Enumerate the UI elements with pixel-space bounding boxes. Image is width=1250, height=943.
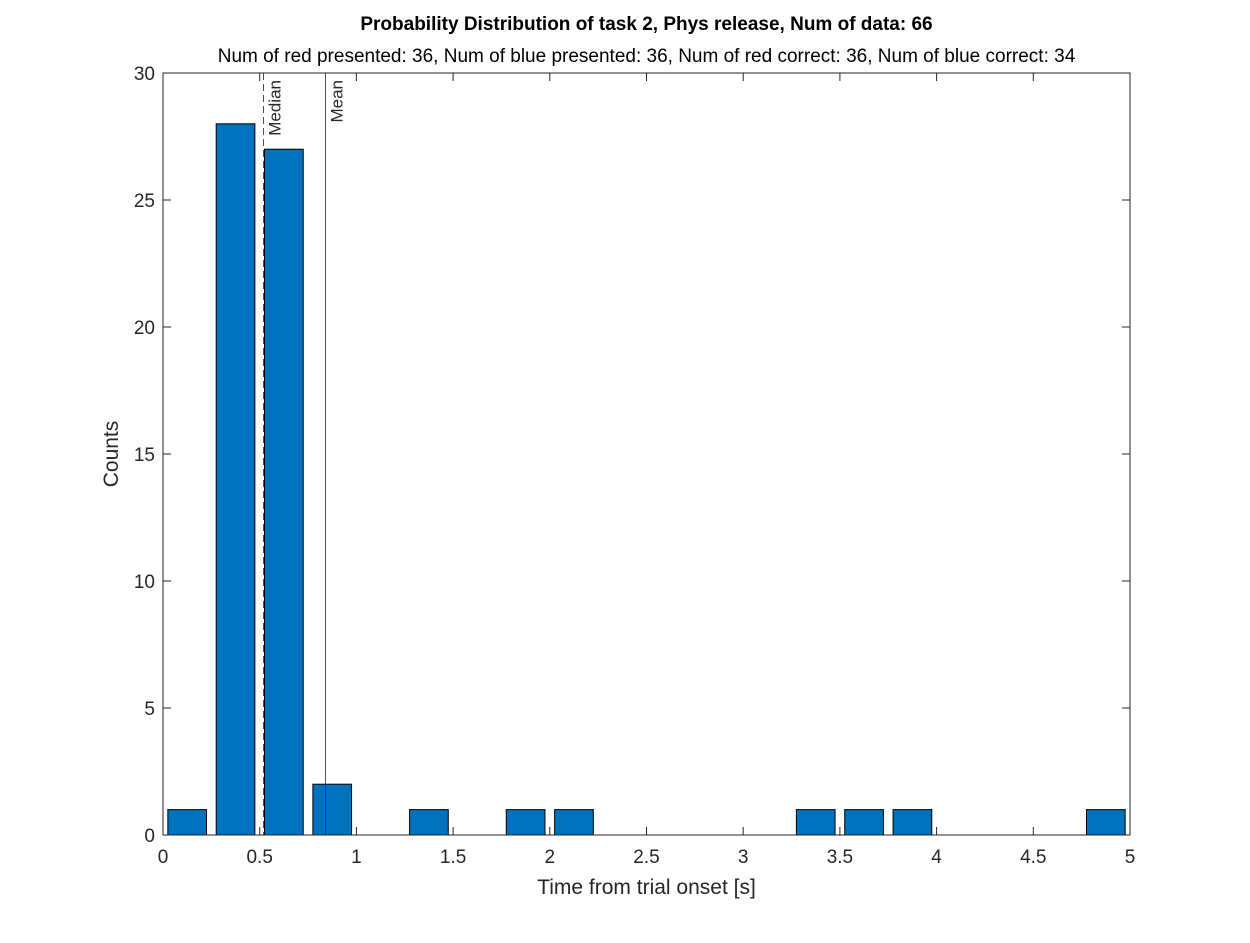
y-tick-label: 25 [134,191,155,212]
histogram-bar [844,809,884,836]
y-tick-label: 10 [134,572,155,593]
y-tick-label: 20 [134,318,155,339]
histogram-bar [1085,809,1126,836]
x-tick-label: 4 [931,847,942,868]
chart-title: Probability Distribution of task 2, Phys… [360,14,932,35]
x-tick-label: 2 [545,847,556,868]
x-tick-label: 0 [158,847,169,868]
histogram-bar [264,148,304,836]
y-tick-label: 0 [144,826,155,847]
histogram-bar [554,809,594,836]
histogram-bar [215,123,256,836]
x-tick-label: 1 [351,847,362,868]
y-tick-label: 15 [134,445,155,466]
x-tick-label: 0.5 [246,847,272,868]
x-tick-label: 3 [738,847,749,868]
histogram-bar [505,809,546,836]
mean-label: Mean [327,80,346,123]
bars-layer [167,123,1126,836]
x-tick-label: 3.5 [827,847,853,868]
histogram-bar [892,809,933,836]
x-axis-label: Time from trial onset [s] [537,876,756,899]
y-axis-label: Counts [100,421,123,488]
histogram-bar [795,809,836,836]
histogram-bar [409,809,449,836]
y-tick-label: 30 [134,64,155,85]
histogram-bar [167,809,208,836]
x-tick-label: 2.5 [633,847,659,868]
median-label: Median [266,80,285,136]
x-tick-label: 4.5 [1020,847,1046,868]
ticks-layer: 0 0.5 1 1.5 2 2.5 3 3.5 4 4.5 5 0 5 10 15 20 25 30 [134,64,1135,868]
histogram-bar [312,783,353,836]
x-tick-label: 1.5 [440,847,466,868]
reference-lines-layer: Median Mean [263,73,346,835]
chart-subtitle: Num of red presented: 36, Num of blue pr… [218,46,1076,67]
y-tick-label: 5 [144,699,155,720]
x-tick-label: 5 [1125,847,1136,868]
plot-area [163,73,1130,835]
